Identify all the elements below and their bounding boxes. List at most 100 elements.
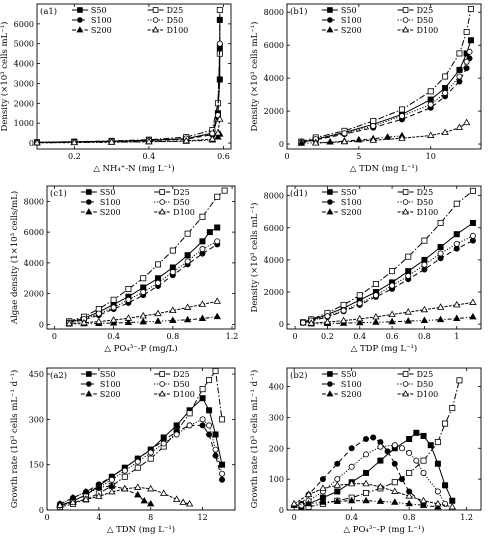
y-tick-label: 300 [269, 413, 284, 422]
data-point-d100 [388, 310, 396, 318]
data-point-d100 [216, 115, 224, 122]
legend-entry: D100 [173, 390, 195, 399]
series-line-d100 [315, 122, 467, 144]
legend-entry: D100 [173, 208, 195, 217]
data-point-d50 [389, 282, 396, 289]
data-point-d100 [183, 303, 192, 310]
data-point-d25 [391, 479, 398, 486]
legend-entry: S100 [91, 16, 112, 25]
x-tick-label: 4 [96, 513, 101, 522]
data-point-d100 [56, 501, 64, 508]
plot-frame [286, 3, 482, 150]
data-point-s50 [449, 497, 456, 504]
data-point-d50 [184, 258, 191, 265]
data-point-d100 [319, 484, 327, 491]
data-point-d50 [199, 246, 206, 253]
data-point-d50 [463, 58, 470, 65]
data-point-d25 [199, 386, 206, 393]
data-point-d25 [421, 237, 428, 244]
data-point-d100 [95, 317, 103, 325]
data-point-s50 [456, 66, 463, 73]
legend-entry: S100 [100, 198, 121, 207]
data-point-d25 [467, 5, 474, 12]
data-point-s100 [212, 452, 219, 459]
data-point-s200 [420, 316, 429, 323]
y-tick-label: 0 [279, 506, 284, 515]
panel-label: (b1) [290, 6, 307, 17]
legend-marker-s50 [77, 7, 83, 13]
panel-label: (a1) [40, 6, 57, 17]
data-point-d25 [370, 117, 377, 124]
x-tick-label: 0.6 [217, 152, 230, 161]
data-point-d100 [70, 138, 78, 146]
data-point-s200 [404, 317, 412, 324]
series-line-d50 [69, 240, 218, 323]
legend-marker-s200 [76, 26, 84, 33]
data-point-s200 [319, 498, 327, 505]
x-tick-label: 0.8 [166, 332, 179, 341]
data-point-s200 [213, 312, 221, 320]
data-point-d100 [124, 314, 133, 321]
data-point-d25 [219, 416, 226, 423]
data-point-d50 [437, 250, 444, 257]
legend-entry: D50 [417, 198, 434, 207]
data-point-d50 [340, 307, 347, 314]
data-point-s200 [147, 499, 155, 507]
data-point-d50 [341, 130, 348, 137]
data-point-s200 [434, 502, 442, 510]
data-point-d50 [356, 300, 363, 307]
legend-entry: D25 [417, 370, 434, 379]
series-line-d25 [59, 369, 223, 508]
data-point-s200 [139, 317, 147, 325]
data-point-d50 [108, 476, 115, 483]
legend-marker-s200 [326, 26, 334, 33]
data-point-d50 [298, 502, 305, 509]
data-point-d25 [125, 286, 132, 293]
data-point-d50 [442, 89, 449, 96]
y-tick-label: 2000 [264, 107, 284, 116]
data-point-s200 [469, 312, 477, 320]
data-point-d100 [182, 136, 190, 144]
legend-entry: D50 [173, 380, 190, 389]
y-tick-label: 4000 [264, 74, 284, 83]
series-line-d100 [293, 483, 453, 508]
series-line-s100 [303, 240, 474, 324]
data-point-s50 [199, 238, 206, 245]
data-point-d100 [33, 138, 41, 146]
legend-marker-s50 [327, 371, 333, 377]
x-tick-label: 8 [148, 513, 153, 522]
y-axis-label: Algae density (1×10³ cells/mL) [9, 191, 20, 325]
x-tick-label: 0 [44, 513, 49, 522]
data-point-d50 [212, 446, 219, 453]
data-point-d50 [391, 442, 398, 449]
legend-entry: S200 [341, 208, 362, 217]
data-point-d25 [463, 29, 470, 36]
data-point-s200 [436, 315, 445, 323]
y-tick-label: 8000 [24, 197, 44, 206]
legend-marker-d50 [402, 381, 409, 387]
y-tick-label: 0 [39, 506, 44, 515]
data-point-d25 [389, 268, 396, 275]
data-point-d50 [421, 261, 428, 268]
data-point-s100 [398, 476, 405, 483]
data-point-d50 [348, 463, 355, 470]
data-point-d50 [216, 40, 223, 47]
data-point-s100 [219, 476, 226, 483]
legend-entry: D100 [417, 26, 439, 35]
legend-marker-s50 [327, 7, 333, 13]
plot-frame [286, 185, 482, 330]
x-tick-label: 10 [426, 152, 436, 161]
data-point-d100 [339, 316, 348, 324]
data-point-d50 [134, 458, 141, 465]
legend-marker-d25 [402, 371, 409, 377]
data-point-d25 [169, 247, 176, 254]
legend-marker-d25 [152, 7, 159, 13]
data-point-s100 [421, 266, 428, 273]
legend-marker-s100 [86, 381, 92, 387]
series-line-d25 [69, 190, 225, 322]
data-point-d100 [427, 131, 435, 138]
data-point-d100 [405, 492, 413, 499]
series-line-d25 [301, 8, 472, 143]
legend-entry: S50 [341, 188, 357, 197]
